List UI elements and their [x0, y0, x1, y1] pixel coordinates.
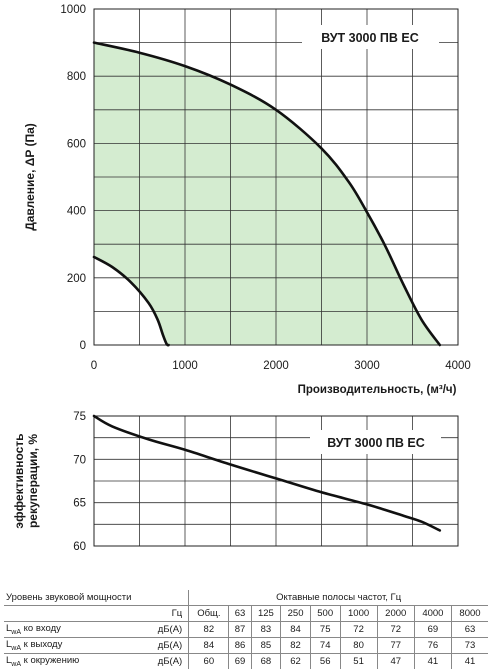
table-cell: 68	[251, 654, 281, 669]
x-tick-label: 4000	[445, 360, 471, 372]
x-tick-label: 2000	[263, 360, 289, 372]
pressure-x-axis-label: Производительность, (м³/ч)	[298, 384, 457, 396]
table-cell: 72	[377, 622, 414, 638]
table-cell: 84	[189, 638, 229, 654]
y-tick-label: 0	[80, 340, 86, 352]
y-tick-label: 60	[73, 541, 86, 553]
sound-table-header-row: Уровень звуковой мощности Октавные полос…	[4, 590, 488, 606]
y-tick-label: 800	[67, 71, 86, 83]
row-label: LwA ко входу	[4, 622, 134, 638]
columns-row-spacer	[4, 606, 134, 622]
y-tick-label: 600	[67, 138, 86, 150]
table-cell: 74	[310, 638, 340, 654]
pressure-chart: 0 200 400 600 800 1000 0 1000 2000 3000 4000 ВУТ …	[23, 4, 471, 396]
table-cell: 51	[340, 654, 377, 669]
efficiency-chart: 60 65 70 75 ВУТ 3000 ПВ ЕС эффективностьрек…	[12, 411, 458, 553]
y-tick-label: 400	[67, 206, 86, 218]
table-cell: 77	[377, 638, 414, 654]
table-cell: 86	[229, 638, 251, 654]
table-cell: 63	[451, 622, 488, 638]
y-tick-label: 65	[73, 498, 86, 510]
table-cell: 41	[451, 654, 488, 669]
x-tick-label: 1000	[172, 360, 198, 372]
band-column-header: 63	[229, 606, 251, 622]
band-column-header: Общ.	[189, 606, 229, 622]
table-cell: 80	[340, 638, 377, 654]
row-unit: дБ(А)	[134, 654, 189, 669]
octave-bands-title: Октавные полосы частот, Гц	[189, 590, 488, 606]
table-cell: 60	[189, 654, 229, 669]
table-cell: 84	[281, 622, 311, 638]
band-column-header: 125	[251, 606, 281, 622]
row-label: LwA к выходу	[4, 638, 134, 654]
efficiency-y-axis-label: эффективностьрекуперации, %	[12, 433, 40, 528]
sound-power-table: Уровень звуковой мощности Октавные полос…	[4, 590, 488, 669]
table-cell: 62	[281, 654, 311, 669]
band-column-header: 250	[281, 606, 311, 622]
table-cell: 82	[189, 622, 229, 638]
pressure-x-tick-labels: 0 1000 2000 3000 4000	[91, 360, 471, 372]
y-tick-label: 1000	[60, 4, 86, 16]
x-tick-label: 0	[91, 360, 97, 372]
y-tick-label: 70	[73, 454, 86, 466]
table-cell: 73	[451, 638, 488, 654]
efficiency-y-tick-labels: 60 65 70 75	[73, 411, 86, 553]
table-cell: 72	[340, 622, 377, 638]
sound-table-title: Уровень звуковой мощности	[4, 590, 189, 606]
charts-canvas: 0 200 400 600 800 1000 0 1000 2000 3000 4000 ВУТ …	[0, 0, 491, 590]
pressure-y-axis-label: Давление, ΔP (Па)	[23, 123, 37, 231]
y-tick-label: 75	[73, 411, 86, 423]
table-cell: 83	[251, 622, 281, 638]
table-cell: 69	[414, 622, 451, 638]
ylabel-line-1: эффективность	[12, 433, 26, 528]
pressure-chart-title: ВУТ 3000 ПВ ЕС	[321, 31, 419, 45]
table-cell: 69	[229, 654, 251, 669]
ylabel-line-2: рекуперации, %	[26, 434, 40, 528]
x-tick-label: 3000	[354, 360, 380, 372]
row-label: LwA к окружению	[4, 654, 134, 669]
row-unit: дБ(А)	[134, 622, 189, 638]
band-column-header: 500	[310, 606, 340, 622]
table-cell: 87	[229, 622, 251, 638]
band-column-header: 1000	[340, 606, 377, 622]
pressure-y-tick-labels: 0 200 400 600 800 1000	[60, 4, 86, 352]
band-column-header: 2000	[377, 606, 414, 622]
band-column-header: 8000	[451, 606, 488, 622]
table-cell: 56	[310, 654, 340, 669]
freq-unit-label: Гц	[134, 606, 189, 622]
table-cell: 76	[414, 638, 451, 654]
table-cell: 85	[251, 638, 281, 654]
table-cell: 41	[414, 654, 451, 669]
y-tick-label: 200	[67, 273, 86, 285]
band-column-header: 4000	[414, 606, 451, 622]
table-cell: 75	[310, 622, 340, 638]
table-cell: 47	[377, 654, 414, 669]
table-cell: 82	[281, 638, 311, 654]
row-unit: дБ(А)	[134, 638, 189, 654]
efficiency-chart-title: ВУТ 3000 ПВ ЕС	[327, 436, 425, 450]
